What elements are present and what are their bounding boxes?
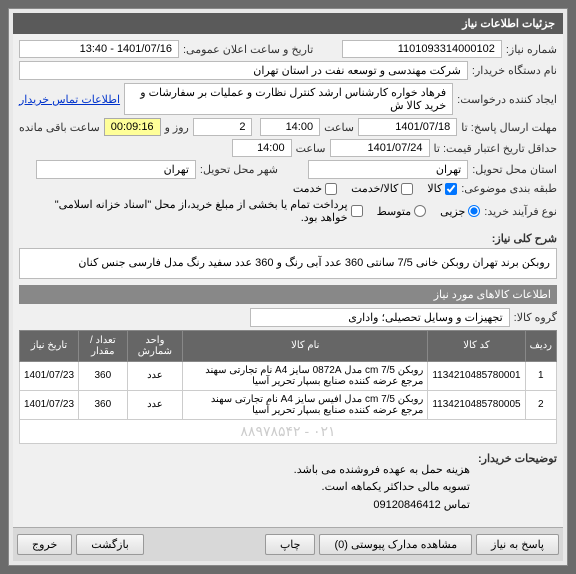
back-button[interactable]: بازگشت — [76, 534, 144, 555]
checkbox-service2-input[interactable] — [325, 183, 337, 195]
checkbox-treasury-input[interactable] — [351, 205, 363, 217]
table-row[interactable]: 11134210485780001روبکن 7/5 cm مدل 0872A … — [20, 361, 557, 390]
radio-medium-input[interactable] — [414, 205, 426, 217]
watermark-cell: ۰۲۱ - ۸۸۹۷۸۵۴۲ — [20, 419, 557, 443]
checkbox-treasury[interactable]: پرداخت تمام یا بخشی از مبلغ خرید،از محل … — [29, 198, 363, 224]
col-unit: واحد شمارش — [127, 330, 183, 361]
checkbox-goods-label: کالا — [427, 182, 442, 195]
delivery-state-label: استان محل تحویل: — [472, 163, 557, 176]
table-row[interactable]: 21134210485780005روبکن 7/5 cm مدل افیس س… — [20, 390, 557, 419]
creator-label: ایجاد کننده درخواست: — [457, 93, 557, 106]
table-cell: روبکن 7/5 cm مدل 0872A سایز A4 نام تجارت… — [183, 361, 428, 390]
buyer-notes: هزینه حمل به عهده فروشنده می باشد. تسویه… — [19, 458, 474, 519]
checkbox-service-label: کالا/خدمت — [351, 182, 398, 195]
table-cell: عدد — [127, 361, 183, 390]
reply-button[interactable]: پاسخ به نیاز — [476, 534, 559, 555]
subject-class-label: طبقه بندی موضوعی: — [461, 182, 557, 195]
table-cell: روبکن 7/5 cm مدل افیس سایز A4 نام تجارتی… — [183, 390, 428, 419]
button-bar: پاسخ به نیاز مشاهده مدارک پیوستی (0) چاپ… — [13, 527, 563, 561]
announce-value: 1401/07/16 - 13:40 — [19, 40, 179, 58]
watermark-row: ۰۲۱ - ۸۸۹۷۸۵۴۲ — [20, 419, 557, 443]
announce-label: تاریخ و ساعت اعلان عمومی: — [183, 43, 313, 56]
deadline-label: مهلت ارسال پاسخ: تا — [461, 121, 557, 134]
radio-partial-input[interactable] — [468, 205, 480, 217]
note-line: تماس 09120846412 — [23, 497, 470, 515]
need-no-label: شماره نیاز: — [506, 43, 557, 56]
table-cell: 2 — [525, 390, 556, 419]
validity-date: 1401/07/24 — [330, 139, 430, 157]
note-line: تسویه مالی حداکثر یکماهه است. — [23, 479, 470, 497]
validity-time: 14:00 — [232, 139, 292, 157]
col-row: ردیف — [525, 330, 556, 361]
table-cell: 1401/07/23 — [20, 361, 79, 390]
note-line: هزینه حمل به عهده فروشنده می باشد. — [23, 462, 470, 480]
items-table: ردیف کد کالا نام کالا واحد شمارش تعداد /… — [19, 330, 557, 444]
group-value: تجهیزات و وسایل تحصیلی؛ واداری — [250, 308, 510, 327]
col-code: کد کالا — [428, 330, 525, 361]
form-area: شماره نیاز: 1101093314000102 تاریخ و ساع… — [13, 34, 563, 527]
radio-partial-label: جزیی — [440, 205, 465, 218]
validity-label: حداقل تاریخ اعتبار قیمت: تا — [434, 142, 557, 155]
col-qty: تعداد / مقدار — [79, 330, 127, 361]
radio-medium[interactable]: متوسط — [377, 205, 427, 218]
checkbox-service2[interactable]: خدمت — [293, 182, 337, 195]
table-cell: 360 — [79, 390, 127, 419]
deadline-time: 14:00 — [260, 118, 320, 136]
summary-box: روبکن برند تهران روبکن خانی 7/5 سانتی 36… — [19, 248, 557, 279]
deadline-date: 1401/07/18 — [358, 118, 457, 136]
delivery-city-label: شهر محل تحویل: — [200, 163, 278, 176]
days-value: 2 — [193, 118, 253, 136]
checkbox-treasury-label: پرداخت تمام یا بخشی از مبلغ خرید،از محل … — [29, 198, 348, 224]
need-no-value: 1101093314000102 — [342, 40, 502, 58]
table-cell: عدد — [127, 390, 183, 419]
delivery-city-value: تهران — [36, 160, 196, 179]
exit-button[interactable]: خروج — [17, 534, 72, 555]
delivery-state-value: تهران — [308, 160, 468, 179]
notes-label: توضیحات خریدار: — [478, 452, 557, 465]
table-cell: 1134210485780001 — [428, 361, 525, 390]
checkbox-service[interactable]: کالا/خدمت — [351, 182, 413, 195]
checkbox-service2-label: خدمت — [293, 182, 322, 195]
group-label: گروه کالا: — [514, 311, 557, 324]
buyer-label: نام دستگاه خریدار: — [472, 64, 557, 77]
table-header-row: ردیف کد کالا نام کالا واحد شمارش تعداد /… — [20, 330, 557, 361]
time-label-2: ساعت — [296, 142, 326, 155]
attachments-button[interactable]: مشاهده مدارک پیوستی (0) — [319, 534, 472, 555]
contact-link[interactable]: اطلاعات تماس خریدار — [19, 93, 120, 106]
checkbox-service-input[interactable] — [401, 183, 413, 195]
buyer-value: شرکت مهندسی و توسعه نفت در استان تهران — [19, 61, 468, 80]
summary-label: شرح کلی نیاز: — [492, 232, 557, 245]
creator-value: فرهاد خواره کارشناس ارشد کنترل نظارت و ع… — [124, 83, 453, 115]
remain-label: ساعت باقی مانده — [19, 121, 100, 134]
table-cell: 360 — [79, 361, 127, 390]
days-label: روز و — [165, 121, 189, 134]
col-date: تاریخ نیاز — [20, 330, 79, 361]
print-button[interactable]: چاپ — [265, 534, 316, 555]
items-header: اطلاعات کالاهای مورد نیاز — [19, 285, 557, 304]
table-cell: 1401/07/23 — [20, 390, 79, 419]
panel-title: جزئیات اطلاعات نیاز — [13, 13, 563, 34]
table-cell: 1 — [525, 361, 556, 390]
checkbox-goods[interactable]: کالا — [427, 182, 457, 195]
checkbox-goods-input[interactable] — [445, 183, 457, 195]
purchase-type-label: نوع فرآیند خرید: — [484, 205, 557, 218]
radio-partial[interactable]: جزیی — [440, 205, 480, 218]
time-label-1: ساعت — [324, 121, 354, 134]
radio-medium-label: متوسط — [377, 205, 412, 218]
table-cell: 1134210485780005 — [428, 390, 525, 419]
details-panel: جزئیات اطلاعات نیاز شماره نیاز: 11010933… — [8, 8, 568, 566]
countdown-timer: 00:09:16 — [104, 118, 161, 136]
col-name: نام کالا — [183, 330, 428, 361]
